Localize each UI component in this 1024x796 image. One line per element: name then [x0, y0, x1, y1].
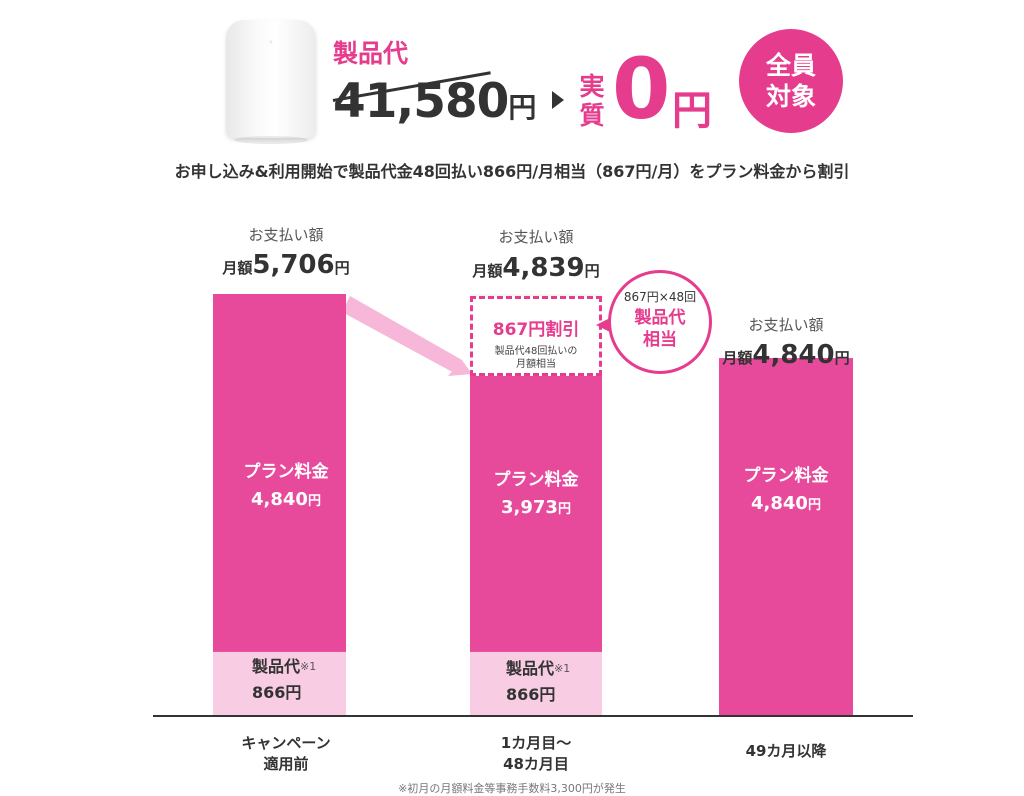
discount-sub-1: 製品代48回払いの: [494, 346, 578, 357]
discount-box: 867円割引 製品代48回払いの 月額相当: [470, 296, 602, 376]
original-price: 41,580円: [333, 74, 536, 129]
plan-text-3: プラン料金 4,840円: [716, 462, 856, 520]
total-amount-3: 月額4,840円: [676, 340, 896, 370]
bubble-tail: [596, 318, 610, 332]
payment-caption-1: お支払い額: [248, 226, 324, 244]
plan-value-1: 4,840: [251, 489, 308, 510]
discount-label: 867円割引: [492, 320, 580, 340]
device-label-1: 製品代: [252, 657, 301, 676]
total-prefix-2: 月額: [472, 262, 503, 280]
bubble-line-1: 867円×48回: [623, 290, 697, 304]
bar-device-1: [213, 651, 346, 716]
x-tick-label-2: 1カ月目〜 48カ月目: [436, 733, 636, 775]
total-value-2: 4,839: [502, 253, 585, 283]
bar-device-2: [470, 651, 602, 716]
total-unit-3: 円: [834, 349, 850, 367]
total-amount-2: 月額4,839円: [426, 253, 646, 283]
device-value-1: 866円: [252, 683, 302, 702]
badge-line-1: 全員: [765, 51, 816, 80]
discount-bubble: 867円×48回 製品代 相当: [608, 270, 712, 374]
footnote: ※初月の月額料金等事務手数料3,300円が発生: [398, 782, 626, 795]
original-price-value: 41,580: [333, 74, 509, 129]
x-tick-1-line2: 適用前: [263, 755, 309, 773]
eligibility-badge: 全員 対象: [739, 29, 843, 133]
router-image: ◦: [226, 20, 316, 144]
chart-bars: [213, 294, 853, 716]
device-note-1: ※1: [300, 660, 317, 673]
bubble-line-2: 製品代: [634, 308, 686, 328]
device-value-2: 866円: [506, 685, 556, 704]
total-value-1: 5,706: [252, 250, 335, 280]
campaign-description: お申し込み&利用開始で製品代金48回払い866円/月相当（867円/月）をプラン…: [174, 162, 850, 181]
total-prefix-3: 月額: [722, 349, 753, 367]
x-tick-label-3: 49カ月以降: [686, 741, 886, 762]
plan-text-1: プラン料金 4,840円: [216, 458, 356, 516]
router-logo-icon: ◦: [268, 38, 274, 47]
x-tick-label-1: キャンペーン 適用前: [186, 733, 386, 775]
bar-plan-2: [470, 358, 602, 652]
effective-price: 0: [612, 40, 671, 138]
discount-sub-2: 月額相当: [516, 359, 556, 370]
device-text-1: 製品代※1 866円: [252, 654, 316, 706]
effective-label: 実質: [579, 72, 605, 130]
product-price-label: 製品代: [333, 39, 409, 68]
total-value-3: 4,840: [752, 340, 835, 370]
plan-text-2: プラン料金 3,973円: [466, 466, 606, 524]
plan-unit-2: 円: [557, 502, 571, 517]
arrow-right-icon: [552, 91, 564, 109]
bubble-line-3: 相当: [643, 330, 677, 350]
payment-caption-2: お支払い額: [498, 228, 574, 246]
original-price-unit: 円: [508, 91, 536, 124]
device-note-2: ※1: [554, 662, 571, 675]
total-unit-1: 円: [334, 259, 350, 277]
plan-label-3: プラン料金: [743, 466, 829, 486]
plan-value-3: 4,840: [751, 493, 808, 514]
plan-label-1: プラン料金: [243, 462, 329, 482]
x-tick-2-line1: 1カ月目〜: [500, 734, 572, 752]
x-tick-1-line1: キャンペーン: [241, 734, 331, 752]
plan-unit-3: 円: [807, 498, 821, 513]
bar-plan-3: [719, 358, 853, 716]
x-tick-3-line1: 49カ月以降: [745, 742, 827, 760]
bar-plan-1: [213, 294, 346, 652]
effective-price-unit: 円: [672, 88, 712, 134]
payment-caption-3: お支払い額: [748, 316, 824, 334]
transition-arrow: [342, 296, 462, 374]
total-amount-1: 月額5,706円: [176, 250, 396, 280]
eligibility-badge-text: 全員 対象: [766, 50, 816, 112]
router-shadow: [234, 136, 308, 144]
device-text-2: 製品代※1 866円: [506, 656, 570, 708]
plan-label-2: プラン料金: [493, 470, 579, 490]
total-prefix-1: 月額: [222, 259, 253, 277]
total-unit-2: 円: [584, 262, 600, 280]
plan-value-2: 3,973: [501, 497, 558, 518]
badge-line-2: 対象: [765, 82, 816, 111]
transition-arrow-head: [448, 360, 472, 376]
plan-unit-1: 円: [307, 494, 321, 509]
device-label-2: 製品代: [506, 659, 555, 678]
x-tick-2-line2: 48カ月目: [503, 755, 569, 773]
